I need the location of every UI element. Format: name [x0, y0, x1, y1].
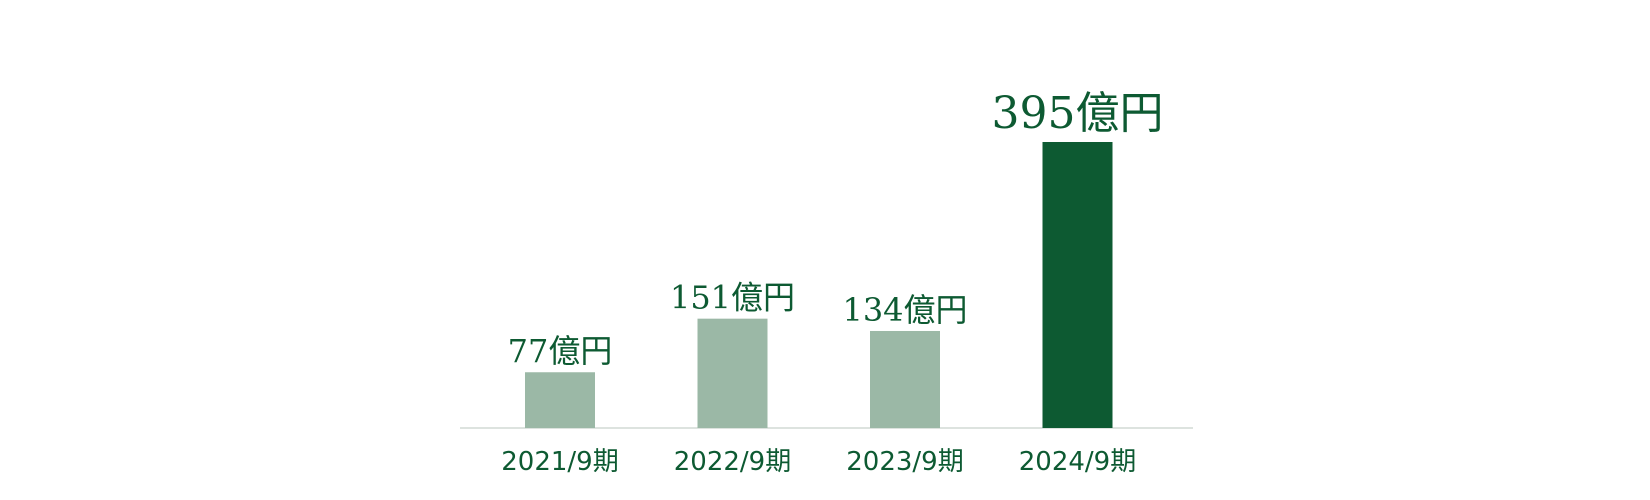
x-tick-label: 2024/9期 — [1019, 447, 1136, 477]
value-label: 77億円 — [508, 332, 613, 370]
value-label: 395億円 — [992, 88, 1164, 139]
x-tick-label: 2022/9期 — [674, 447, 791, 477]
bar — [1042, 142, 1113, 428]
bars-group — [525, 142, 1113, 428]
x-tick-label: 2023/9期 — [846, 447, 963, 477]
x-tick-label: 2021/9期 — [501, 447, 618, 477]
bar — [870, 330, 940, 428]
value-label: 151億円 — [670, 279, 795, 317]
value-labels-group: 77億円 151億円 134億円 395億円 — [508, 88, 1164, 370]
bar — [525, 372, 595, 428]
bar — [697, 318, 768, 428]
x-tick-labels-group: 2021/9期 2022/9期 2023/9期 2024/9期 — [501, 447, 1136, 477]
value-label: 134億円 — [842, 291, 967, 329]
